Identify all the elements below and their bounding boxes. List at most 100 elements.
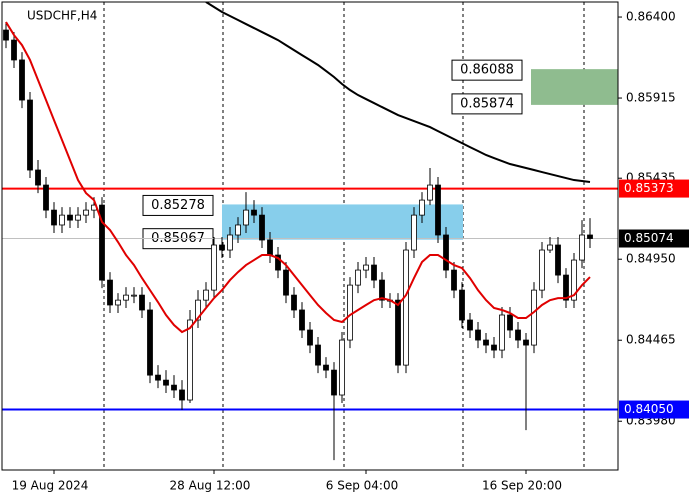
candle-body: [243, 209, 249, 226]
candle-body: [427, 184, 433, 201]
x-tick-label: 6 Sep 04:00: [326, 479, 398, 493]
candle-body: [315, 344, 321, 366]
x-tick-label: 16 Sep 20:00: [482, 479, 562, 493]
candle-body: [203, 289, 209, 301]
x-tick-label: 19 Aug 2024: [12, 479, 89, 493]
candle-body: [27, 99, 33, 171]
zone: [222, 204, 463, 240]
candle-body: [187, 319, 193, 401]
candle-body: [179, 389, 185, 401]
candle-body: [155, 374, 161, 381]
candle-body: [443, 234, 449, 271]
candle-body: [211, 244, 217, 291]
bottom-panel: [0, 471, 700, 500]
candle-body: [483, 339, 489, 346]
candle-body: [523, 339, 529, 346]
candle-body: [123, 294, 129, 301]
candle-body: [539, 249, 545, 291]
candle-body: [339, 339, 345, 396]
candle-body: [235, 224, 241, 236]
zone-label-box: [142, 194, 214, 216]
candle-body: [355, 269, 361, 286]
moving-average: [205, 1, 591, 184]
candle-body: [219, 244, 225, 251]
candle-body: [403, 249, 409, 366]
zone-label-box: [451, 93, 523, 115]
candle-body: [43, 184, 49, 211]
candle-body: [283, 269, 289, 296]
candle-body: [451, 269, 457, 291]
candle-body: [51, 209, 57, 226]
candle-body: [75, 214, 81, 221]
plot-border: [1, 1, 619, 471]
candle-body: [515, 329, 521, 341]
candle-body: [227, 234, 233, 251]
candle-body: [371, 264, 377, 281]
candle-body: [299, 309, 305, 331]
candle-body: [11, 39, 17, 61]
candle-body: [251, 209, 257, 216]
candle-body: [59, 214, 65, 226]
candle-body: [131, 294, 137, 297]
candle-body: [107, 279, 113, 306]
candle-body: [563, 274, 569, 301]
y-tick-label: 0.85915: [626, 91, 676, 105]
candle-body: [267, 239, 273, 256]
candle-body: [579, 234, 585, 261]
candle-body: [587, 234, 593, 239]
level-label: 0.85373: [624, 181, 674, 195]
candle-body: [139, 294, 145, 311]
level-label-box: [619, 229, 689, 248]
candle-body: [115, 299, 121, 306]
candle-body: [3, 29, 9, 41]
y-tick-label: 0.84950: [626, 252, 676, 266]
candle-body: [83, 209, 89, 216]
candle-body: [331, 369, 337, 396]
candle-body: [379, 279, 385, 301]
candle-body: [499, 314, 505, 351]
candle-body: [411, 214, 417, 251]
candle-body: [467, 319, 473, 331]
y-tick-label: 0.86400: [626, 10, 676, 24]
candle-body: [19, 59, 25, 101]
candle-body: [395, 299, 401, 366]
zone-label-box: [451, 59, 523, 81]
candle-body: [163, 379, 169, 386]
candle-body: [35, 169, 41, 186]
level-label-box: [619, 400, 689, 419]
candle-body: [99, 204, 105, 281]
zone-label: 0.86088: [460, 63, 514, 78]
zone: [531, 69, 618, 105]
candle-body: [507, 314, 513, 331]
candle-body: [547, 244, 553, 251]
frame-cover: [0, 0, 700, 2]
level-label: 0.84050: [624, 402, 674, 416]
candle-body: [275, 254, 281, 271]
level-label-box: [619, 179, 689, 198]
candle-body: [419, 199, 425, 216]
zone-label: 0.85874: [460, 96, 514, 111]
zone-label: 0.85278: [151, 198, 205, 213]
candle-body: [435, 184, 441, 236]
candle-body: [363, 264, 369, 271]
candle-body: [195, 299, 201, 321]
candle-body: [171, 384, 177, 391]
candle-body: [475, 329, 481, 341]
candle-body: [459, 289, 465, 321]
candle-body: [347, 284, 353, 341]
candle-body: [67, 214, 73, 221]
candle-body: [291, 294, 297, 311]
candle-body: [555, 244, 561, 276]
candle-body: [491, 344, 497, 351]
candle-body: [323, 364, 329, 371]
candle-body: [531, 289, 537, 346]
y-tick-label: 0.84465: [626, 333, 676, 347]
candle-body: [259, 214, 265, 241]
chart-title: USDCHF,H4: [27, 9, 97, 23]
x-tick-label: 28 Aug 12:00: [170, 479, 251, 493]
candle-body: [307, 329, 313, 346]
candle-body: [147, 309, 153, 376]
level-label: 0.85074: [624, 231, 674, 245]
